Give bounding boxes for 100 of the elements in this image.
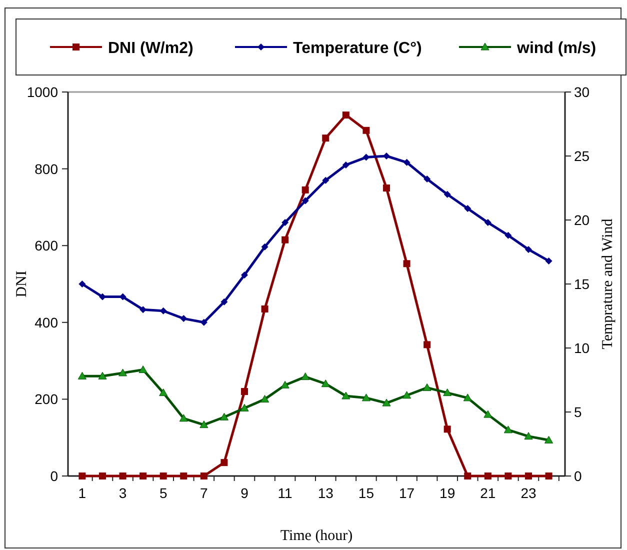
x-tick-label: 1 <box>78 485 86 501</box>
point <box>444 190 451 198</box>
point <box>282 219 289 226</box>
y-tick-label: 400 <box>34 314 58 330</box>
point <box>504 426 512 434</box>
point <box>200 318 208 326</box>
y2-tick-label: 20 <box>574 212 590 228</box>
point <box>159 388 168 396</box>
point <box>322 134 330 142</box>
point <box>524 472 532 480</box>
y2-axis-title: Temprature and Wind <box>600 218 616 350</box>
point <box>443 388 452 396</box>
x-tick-label: 11 <box>278 485 293 501</box>
point <box>179 414 188 422</box>
point <box>382 398 391 406</box>
point <box>220 412 228 420</box>
point <box>444 426 451 433</box>
point <box>484 472 492 480</box>
point <box>504 232 512 239</box>
point <box>160 472 167 480</box>
x-tick-label: 9 <box>240 485 249 501</box>
point <box>220 459 228 466</box>
point <box>504 472 512 480</box>
point <box>463 394 472 402</box>
point <box>98 293 106 300</box>
x-tick-label: 15 <box>358 485 374 501</box>
point <box>240 404 249 412</box>
point <box>200 420 208 428</box>
point <box>140 306 147 314</box>
x-tick-label: 17 <box>398 485 415 501</box>
point <box>261 243 268 250</box>
point <box>524 246 532 253</box>
point <box>484 219 492 226</box>
point <box>78 280 86 288</box>
x-tick-label: 3 <box>118 485 127 501</box>
point <box>140 472 147 480</box>
point <box>261 305 268 312</box>
point <box>78 472 86 480</box>
y-tick-label: 800 <box>34 160 58 177</box>
point <box>403 260 410 268</box>
point <box>180 315 188 322</box>
point <box>342 161 350 168</box>
point <box>464 472 472 480</box>
legend-label: DNI (W/m2) <box>108 40 194 57</box>
point <box>282 236 289 244</box>
point <box>424 341 431 348</box>
point <box>138 366 148 374</box>
point <box>545 257 552 264</box>
point <box>544 436 554 444</box>
point <box>362 154 370 161</box>
point <box>322 176 330 184</box>
point <box>160 307 167 314</box>
point <box>240 272 248 279</box>
x-tick-label: 21 <box>480 485 496 501</box>
point <box>545 472 552 480</box>
y2-tick-label: 25 <box>574 148 590 164</box>
point <box>342 392 350 400</box>
point <box>280 380 290 388</box>
point <box>464 204 472 212</box>
y-tick-label: 1000 <box>26 84 58 100</box>
point <box>342 112 350 119</box>
point <box>118 368 128 376</box>
point <box>403 158 410 166</box>
y-axis-title: DNI <box>14 270 30 298</box>
point <box>78 372 86 380</box>
point <box>180 472 188 480</box>
y2-tick-label: 5 <box>574 404 582 420</box>
x-tick-label: 19 <box>440 485 456 501</box>
point <box>200 472 208 480</box>
point <box>119 472 126 480</box>
point <box>382 184 390 192</box>
point <box>240 388 248 396</box>
point <box>260 394 270 402</box>
point <box>321 380 330 388</box>
point <box>402 391 412 399</box>
y2-tick-label: 10 <box>574 340 590 356</box>
point <box>302 197 309 204</box>
point <box>98 372 107 380</box>
point <box>220 298 228 306</box>
point <box>362 394 370 402</box>
point <box>524 432 533 440</box>
point <box>424 176 431 183</box>
y2-tick-label: 15 <box>574 276 590 292</box>
x-axis-title: Time (hour) <box>280 528 353 544</box>
y-tick-label: 600 <box>34 238 58 254</box>
x-tick-label: 23 <box>520 485 536 501</box>
x-tick-label: 7 <box>200 485 208 501</box>
y2-tick-label: 30 <box>574 84 590 100</box>
point <box>422 383 432 391</box>
point <box>302 186 309 194</box>
y2-tick-label: 0 <box>574 468 582 484</box>
x-tick-label: 13 <box>318 485 334 501</box>
point <box>362 126 370 134</box>
legend-label: Temperature (C°) <box>293 40 422 57</box>
point <box>484 410 492 418</box>
point <box>301 372 310 380</box>
y-tick-label: 0 <box>50 468 58 484</box>
legend-label: wind (m/s) <box>516 40 596 57</box>
y-tick-label: 200 <box>34 391 58 408</box>
point <box>98 472 106 480</box>
